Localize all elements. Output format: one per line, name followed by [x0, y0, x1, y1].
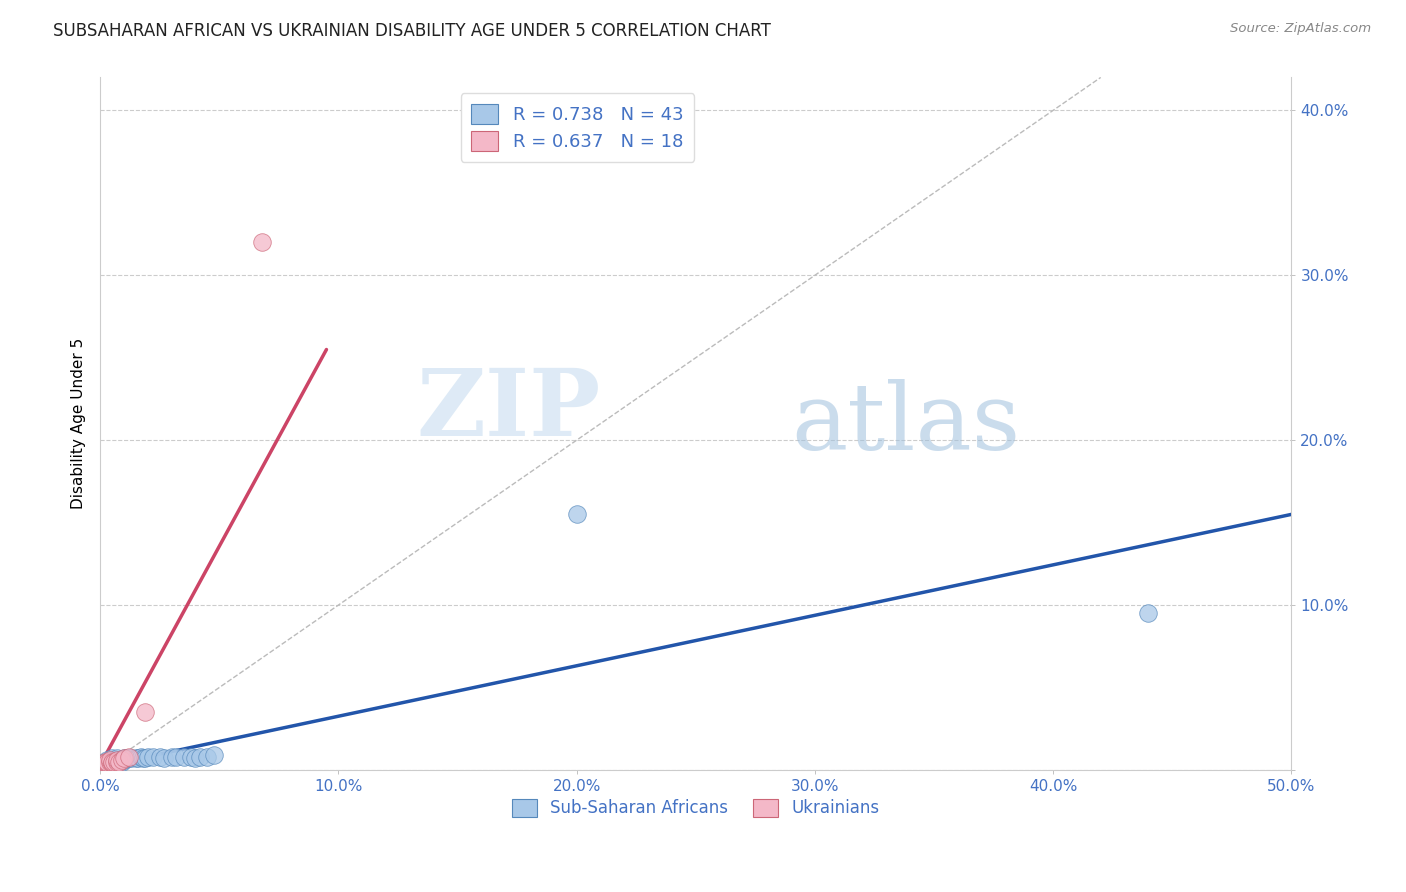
Point: [101, 755, 124, 769]
Point: [120, 751, 142, 765]
Point: [101, 755, 124, 769]
Point: [129, 749, 152, 764]
Point: [118, 751, 141, 765]
Point: [94, 756, 117, 771]
Point: [96, 756, 118, 771]
Point: [98, 753, 121, 767]
Point: [184, 751, 207, 765]
Point: [132, 751, 155, 765]
Point: [103, 753, 125, 767]
Point: [98, 753, 121, 767]
Text: ZIP: ZIP: [416, 365, 600, 455]
Point: [98, 755, 121, 769]
Point: [565, 508, 588, 522]
Point: [115, 751, 138, 765]
Point: [110, 755, 132, 769]
Point: [96, 756, 118, 771]
Point: [96, 753, 118, 767]
Point: [173, 749, 195, 764]
Point: [110, 753, 132, 767]
Point: [108, 753, 131, 767]
Y-axis label: Disability Age Under 5: Disability Age Under 5: [72, 338, 86, 509]
Text: SUBSAHARAN AFRICAN VS UKRAINIAN DISABILITY AGE UNDER 5 CORRELATION CHART: SUBSAHARAN AFRICAN VS UKRAINIAN DISABILI…: [53, 22, 772, 40]
Point: [160, 749, 183, 764]
Point: [125, 751, 148, 765]
Point: [101, 756, 124, 771]
Point: [112, 751, 135, 765]
Point: [91, 758, 114, 772]
Point: [136, 749, 159, 764]
Text: Source: ZipAtlas.com: Source: ZipAtlas.com: [1230, 22, 1371, 36]
Point: [153, 751, 176, 765]
Point: [112, 753, 135, 767]
Point: [94, 755, 117, 769]
Point: [118, 749, 141, 764]
Point: [127, 751, 149, 765]
Point: [112, 751, 135, 765]
Point: [101, 756, 124, 771]
Point: [105, 751, 128, 765]
Point: [1137, 607, 1160, 621]
Legend: Sub-Saharan Africans, Ukrainians: Sub-Saharan Africans, Ukrainians: [505, 792, 886, 824]
Point: [96, 755, 118, 769]
Point: [94, 756, 117, 771]
Point: [103, 755, 125, 769]
Point: [149, 749, 172, 764]
Point: [105, 755, 128, 769]
Point: [134, 706, 156, 720]
Point: [180, 749, 202, 764]
Text: atlas: atlas: [792, 379, 1021, 468]
Point: [188, 749, 211, 764]
Point: [98, 755, 121, 769]
Point: [108, 755, 131, 769]
Point: [101, 751, 124, 765]
Point: [94, 755, 117, 769]
Point: [105, 755, 128, 769]
Point: [250, 235, 273, 250]
Point: [105, 753, 128, 767]
Point: [103, 755, 125, 769]
Point: [165, 749, 187, 764]
Point: [141, 749, 163, 764]
Point: [110, 753, 132, 767]
Point: [108, 755, 131, 769]
Point: [96, 755, 118, 769]
Point: [91, 758, 114, 772]
Point: [195, 749, 218, 764]
Point: [204, 748, 226, 763]
Point: [134, 751, 156, 765]
